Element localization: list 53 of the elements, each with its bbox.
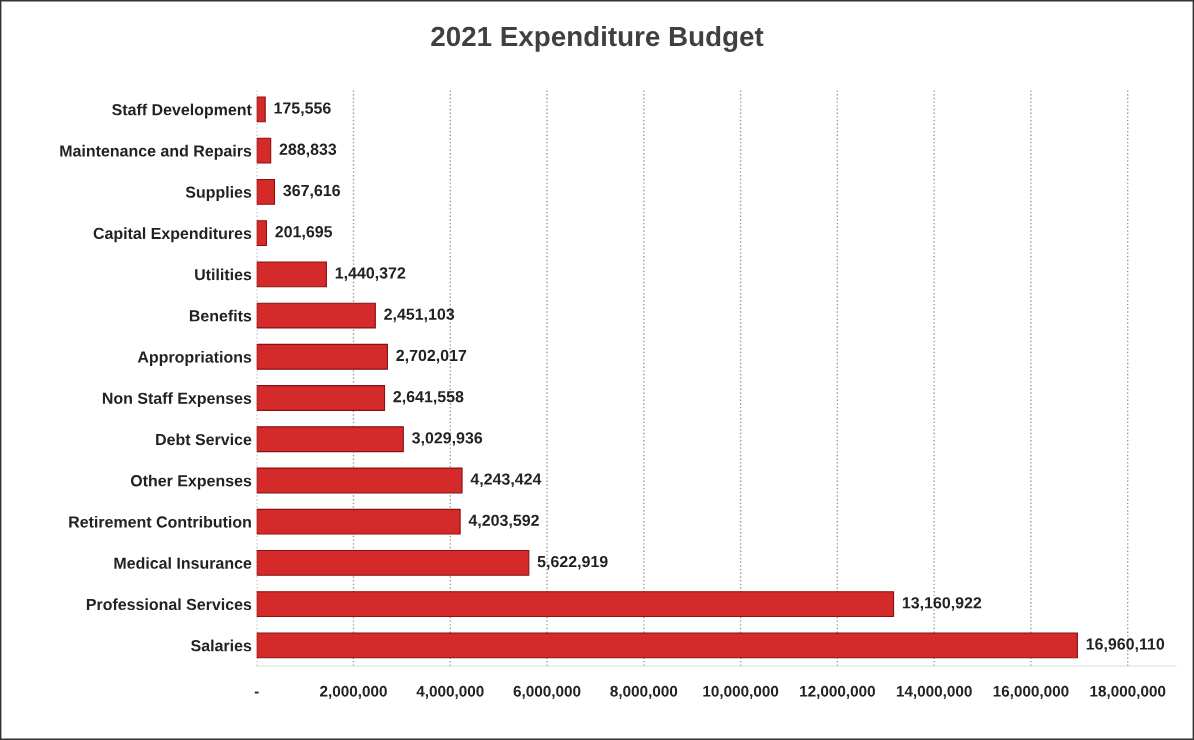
x-tick-label: 12,000,000: [800, 685, 875, 699]
x-tick-label: 6,000,000: [513, 685, 581, 699]
bar: [256, 385, 386, 411]
y-tick-label: Utilities: [195, 268, 252, 281]
data-label: 2,641,558: [393, 390, 464, 405]
bar: [256, 550, 530, 576]
y-tick-label: Capital Expenditures: [93, 227, 252, 243]
x-tick-label: 8,000,000: [610, 685, 678, 699]
y-tick-label: Debt Service: [156, 433, 252, 446]
bar: [256, 467, 463, 494]
x-tick-label: 10,000,000: [703, 685, 779, 699]
y-tick-label: Professional Services: [86, 598, 252, 611]
x-tick-label: 16,000,000: [993, 685, 1069, 699]
bar: [256, 302, 376, 329]
data-label: 1,440,372: [335, 267, 406, 281]
data-label: 5,622,919: [537, 555, 608, 570]
bar: [256, 137, 272, 164]
x-tick-label: 18,000,000: [1090, 685, 1166, 699]
data-label: 288,833: [279, 143, 337, 158]
bar: [256, 178, 276, 205]
y-tick-label: Staff Development: [112, 103, 252, 119]
bar: [256, 96, 266, 123]
data-label: 4,203,592: [468, 514, 539, 529]
y-tick-label: Retirement Contribution: [69, 515, 251, 528]
data-label: 2,451,103: [384, 308, 455, 323]
data-label: 2,702,017: [396, 349, 467, 364]
data-label: 13,160,922: [902, 597, 982, 611]
data-label: 367,616: [283, 184, 340, 199]
y-tick-label: Salaries: [191, 639, 252, 652]
y-tick-label: Other Expenses: [130, 474, 252, 490]
y-tick-label: Appropriations: [137, 351, 252, 366]
x-tick-label: -: [254, 691, 259, 694]
data-label: 3,029,936: [412, 432, 483, 446]
data-label: 4,243,424: [470, 473, 542, 488]
x-tick-label: 4,000,000: [416, 685, 484, 699]
bar: [256, 426, 404, 453]
bar: [256, 261, 327, 288]
x-tick-label: 2,000,000: [320, 685, 387, 699]
bar: [256, 343, 389, 370]
y-tick-label: Medical Insurance: [114, 557, 252, 569]
chart-title: 2021 Expenditure Budget: [431, 25, 764, 52]
y-tick-label: Maintenance and Repairs: [60, 144, 252, 160]
y-tick-label: Non Staff Expenses: [102, 392, 252, 408]
bar: [256, 591, 895, 618]
data-label: 16,960,110: [1086, 638, 1165, 652]
data-label: 175,556: [274, 102, 331, 117]
data-label: 201,695: [275, 226, 333, 240]
x-tick-label: 14,000,000: [896, 685, 972, 699]
y-tick-label: Supplies: [185, 186, 252, 201]
bar: [256, 632, 1078, 659]
y-tick-label: Benefits: [189, 309, 252, 322]
bar: [256, 220, 268, 247]
bar: [256, 508, 461, 535]
